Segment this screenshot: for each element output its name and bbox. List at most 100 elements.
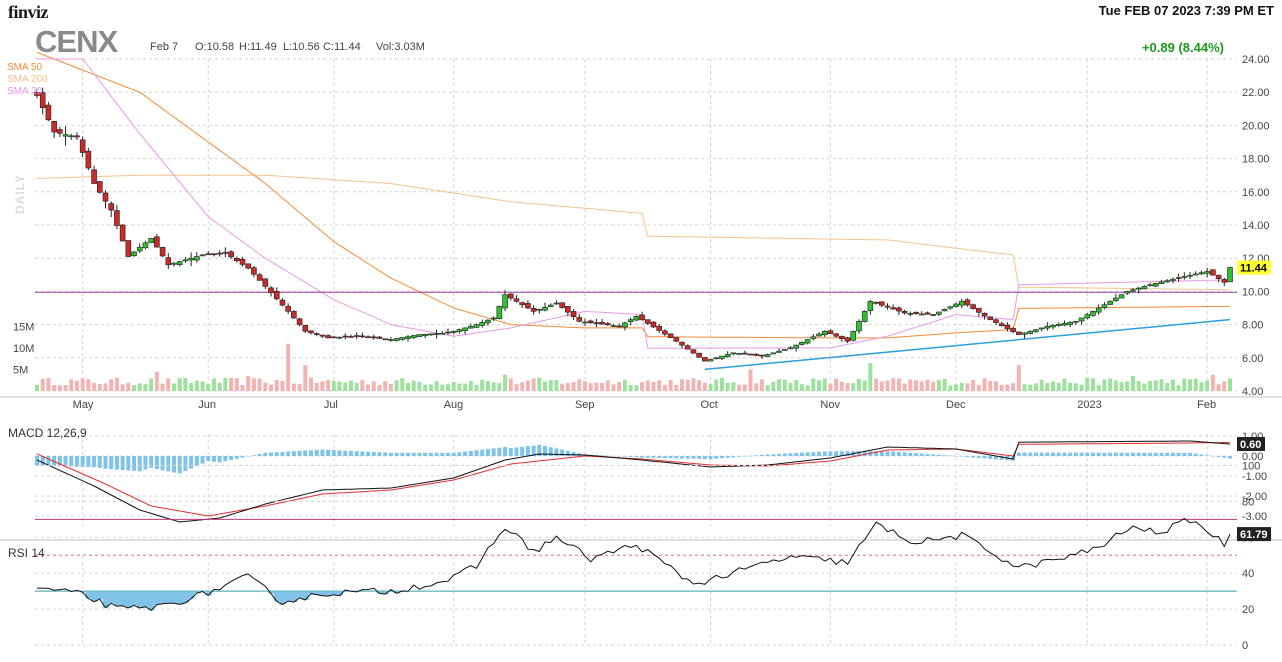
last-price-label: 11.44 — [1240, 262, 1268, 274]
volume-bar — [206, 383, 211, 391]
candle-body — [804, 339, 811, 344]
macd-histogram-bar — [97, 456, 102, 468]
candle-body — [1027, 330, 1034, 334]
macd-histogram-bar — [360, 451, 365, 456]
quote-low: L:10.56 — [283, 41, 320, 53]
macd-histogram-bar — [1210, 456, 1215, 457]
volume-bar — [902, 383, 907, 391]
macd-histogram-bar — [1216, 456, 1221, 457]
volume-bar — [543, 381, 548, 391]
candle-body — [1170, 278, 1176, 281]
volume-bar — [1188, 379, 1193, 391]
macd-histogram-bar — [982, 456, 987, 459]
volume-bar — [366, 384, 371, 391]
candle-body — [1175, 277, 1182, 279]
legend-sma20: SMA 20 — [7, 86, 43, 97]
rsi-tick-label: 20 — [1242, 604, 1254, 616]
candle-body — [559, 302, 565, 308]
rsi-oversold-fill — [176, 591, 184, 605]
candle-body — [262, 278, 269, 287]
candle-body — [958, 301, 965, 306]
macd-histogram-bar — [874, 451, 879, 456]
rsi-oversold-fill — [302, 591, 309, 600]
macd-histogram-bar — [80, 456, 85, 467]
candle-body — [296, 318, 303, 325]
candle-body — [165, 257, 172, 266]
macd-histogram-bar — [771, 454, 776, 456]
volume-bar — [680, 379, 685, 391]
macd-histogram-bar — [605, 455, 610, 457]
volume-bar — [817, 380, 822, 391]
candle-body — [593, 322, 600, 324]
price-tick-label: 20.00 — [1242, 120, 1270, 132]
finviz-logo[interactable]: finviz — [8, 2, 49, 22]
macd-histogram-bar — [377, 452, 382, 456]
volume-bar — [1068, 382, 1073, 391]
rsi-oversold-fill — [325, 591, 332, 597]
price-tick-label: 10.00 — [1242, 286, 1270, 298]
volume-bar — [748, 369, 753, 391]
candle-body — [793, 344, 799, 349]
macd-histogram-bar — [308, 450, 313, 456]
macd-histogram-bar — [560, 449, 565, 456]
volume-bar — [269, 384, 274, 391]
macd-histogram-bar — [132, 456, 137, 471]
candle-body — [759, 354, 765, 357]
candle-body — [724, 354, 731, 358]
volume-bar — [919, 381, 924, 391]
macd-histogram-bar — [1045, 452, 1050, 456]
volume-bar — [406, 382, 411, 391]
macd-histogram-bar — [411, 452, 416, 456]
volume-bar — [1176, 385, 1181, 391]
quote-date: Feb 7 — [150, 41, 179, 53]
volume-bar — [377, 384, 382, 391]
rsi-line — [37, 517, 1231, 612]
volume-bar — [1216, 384, 1221, 391]
volume-bar — [565, 383, 570, 391]
volume-bar — [674, 385, 679, 391]
volume-bar — [463, 383, 468, 391]
macd-histogram-bar — [1051, 452, 1056, 456]
macd-histogram-bar — [1188, 452, 1193, 456]
macd-histogram-bar — [440, 452, 445, 456]
candle-body — [707, 359, 714, 362]
macd-histogram-bar — [286, 451, 291, 456]
volume-bar — [1062, 378, 1067, 391]
candle-body — [285, 305, 291, 312]
price-tick-label: 4.00 — [1242, 386, 1263, 398]
volume-bar — [765, 385, 770, 391]
candle-body — [1061, 322, 1068, 326]
rsi-oversold-fill — [131, 591, 138, 606]
volume-bar — [874, 378, 879, 391]
candle-body — [410, 335, 417, 339]
macd-histogram-bar — [959, 456, 964, 457]
volume-bar — [640, 382, 645, 391]
macd-histogram-bar — [1228, 456, 1232, 459]
volume-bar — [731, 382, 736, 391]
candle-body — [907, 313, 914, 315]
legend-sma50: SMA 50 — [7, 62, 43, 73]
volume-bar — [948, 385, 953, 391]
candle-body — [507, 293, 514, 299]
macd-histogram-bar — [571, 452, 576, 456]
volume-bar — [942, 378, 947, 391]
volume-bar — [1102, 379, 1107, 391]
candle-body — [656, 325, 662, 331]
volume-bar — [189, 383, 194, 391]
volume-bar — [411, 380, 416, 391]
volume-bar — [508, 378, 513, 391]
rsi-oversold-fill — [205, 591, 212, 596]
candle-body — [1073, 320, 1079, 323]
rsi-oversold-fill — [102, 591, 109, 608]
candle-body — [519, 302, 525, 305]
candle-body — [79, 139, 86, 153]
macd-histogram-bar — [1033, 452, 1038, 456]
macd-histogram-bar — [754, 455, 759, 456]
rsi-oversold-fill — [273, 591, 281, 602]
volume-bar — [440, 384, 445, 391]
candle-body — [1135, 287, 1142, 290]
candle-body — [622, 322, 628, 328]
candle-body — [1021, 332, 1028, 335]
volume-bar — [1045, 382, 1050, 391]
candle-body — [1038, 327, 1045, 330]
